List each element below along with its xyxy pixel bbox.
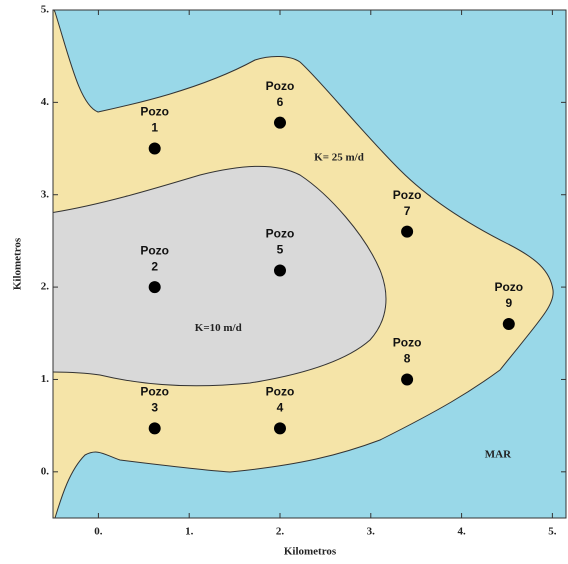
well-name: Pozo	[140, 385, 169, 399]
well	[148, 142, 161, 155]
annotation: K=10 m/d	[195, 322, 242, 334]
low-k-zone	[53, 165, 387, 387]
well-name: Pozo	[140, 243, 169, 257]
regions	[53, 10, 566, 518]
well-name: Pozo	[393, 336, 422, 350]
well	[502, 318, 515, 331]
plot-frame	[52, 9, 567, 519]
x-tick-label: 2.	[276, 526, 285, 538]
well-number: 9	[505, 296, 512, 310]
x-axis-label: Kilometros	[284, 546, 337, 558]
y-axis-label: Kilometros	[12, 237, 24, 290]
well-name: Pozo	[140, 105, 169, 119]
well	[273, 116, 286, 129]
x-tick-label: 1.	[185, 526, 194, 538]
well-name: Pozo	[393, 188, 422, 202]
well-number: 2	[151, 259, 158, 273]
y-tick-label: 3.	[41, 188, 50, 200]
annotation: K= 25 m/d	[314, 151, 364, 163]
y-tick-label: 1.	[41, 373, 50, 385]
well	[401, 225, 414, 238]
x-tick-label: 5.	[548, 526, 557, 538]
well	[273, 264, 286, 277]
well	[401, 373, 414, 386]
x-tick-label: 0.	[94, 526, 103, 538]
y-tick-label: 4.	[41, 96, 50, 108]
annotation: MAR	[485, 449, 512, 461]
well-number: 4	[277, 401, 284, 415]
y-tick-label: 2.	[41, 281, 50, 293]
y-tick-label: 0.	[41, 465, 50, 477]
well	[273, 422, 286, 435]
x-tick-label: 3.	[367, 526, 376, 538]
x-tick-label: 4.	[457, 526, 466, 538]
well	[148, 422, 161, 435]
well-number: 6	[277, 95, 284, 109]
well-number: 5	[277, 243, 284, 257]
well-number: 8	[404, 352, 411, 366]
well-number: 1	[151, 121, 158, 135]
y-tick-label: 5.	[41, 4, 50, 16]
well-number: 3	[151, 401, 158, 415]
well-name: Pozo	[266, 227, 295, 241]
well-number: 7	[404, 204, 411, 218]
well-name: Pozo	[266, 385, 295, 399]
well-name: Pozo	[266, 79, 295, 93]
well	[148, 281, 161, 294]
well-name: Pozo	[494, 280, 523, 294]
